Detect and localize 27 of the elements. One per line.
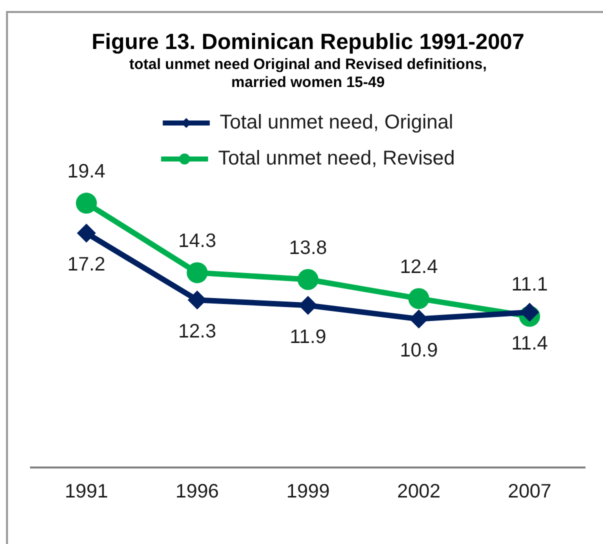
data-label: 17.2 [67, 254, 106, 276]
data-label: 11.4 [511, 332, 548, 355]
point [298, 296, 318, 315]
x-tick-label: 2002 [397, 480, 440, 503]
point [298, 269, 318, 290]
data-label: 11.1 [511, 274, 548, 296]
point [76, 224, 96, 243]
data-label: 10.9 [400, 339, 438, 362]
legend-label: Total unmet need, Original [220, 112, 454, 134]
point [409, 310, 428, 329]
data-label: 11.9 [290, 326, 326, 348]
point [76, 192, 97, 214]
x-tick-label: 1991 [64, 480, 108, 503]
legend-label: Total unmet need, Revised [218, 148, 455, 170]
point [520, 302, 540, 322]
data-label: 13.8 [289, 236, 327, 259]
chart-subtitle: total unmet need Original and Revised definitions, married women 15-49 [128, 56, 488, 92]
x-tick-label: 1999 [286, 480, 330, 503]
data-label: 14.3 [178, 230, 216, 252]
x-tick-label: 1996 [176, 480, 219, 503]
chart-title: Figure 13. Dominican Republic 1991-2007 [90, 29, 526, 55]
x-tick-label: 2007 [508, 480, 552, 503]
data-label: 19.4 [67, 160, 106, 183]
point [408, 288, 430, 310]
point [186, 262, 208, 284]
data-label: 12.3 [178, 320, 216, 342]
data-label: 12.4 [400, 256, 438, 278]
